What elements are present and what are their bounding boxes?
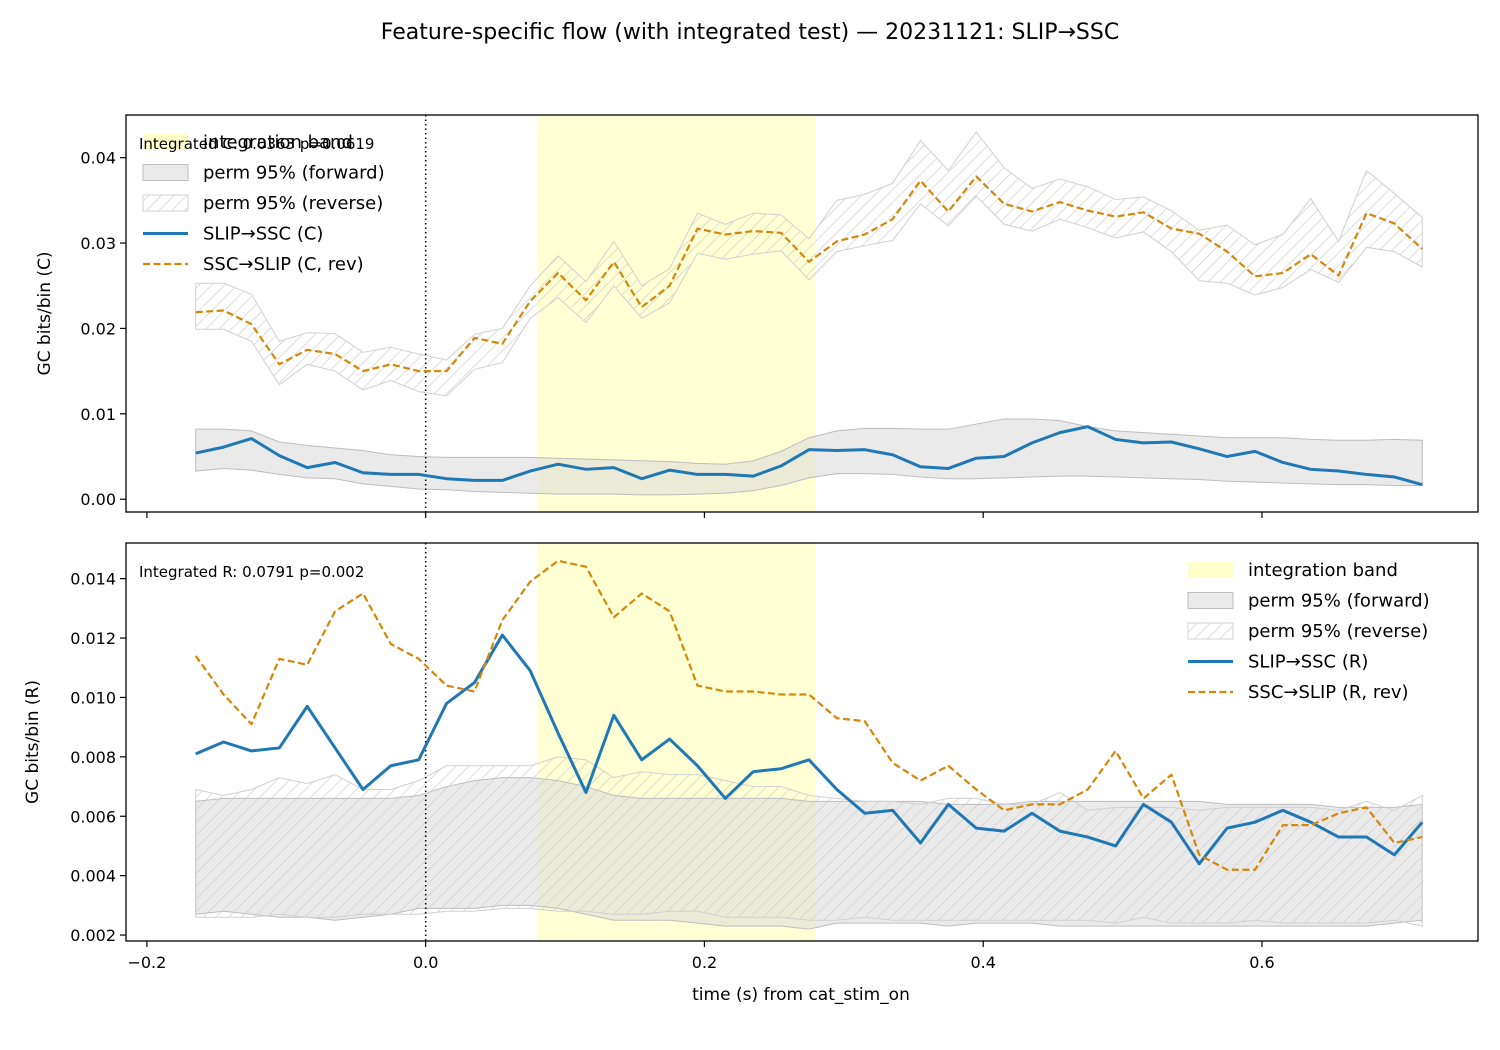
x-tick-label: −0.2 [127, 953, 166, 972]
legend-label: SSC→SLIP (R, rev) [1248, 682, 1409, 703]
panel-r: 0.002 0.004 0.006 0.008 0.010 0.012 0.014 −0.2 0… [23, 542, 1479, 972]
y-tick-label: 0.014 [70, 570, 116, 589]
integrated-annotation: Integrated C: 0.0363 p=0.0619 [139, 135, 374, 153]
plot-frame [125, 114, 1479, 513]
y-tick-label: 0.00 [80, 490, 116, 509]
legend-swatch-perm-reverse [142, 194, 189, 212]
perm-band-reverse [195, 131, 1423, 397]
y-tick-label: 0.004 [70, 867, 116, 886]
y-tick-label: 0.01 [80, 405, 116, 424]
legend-label: integration band [203, 132, 353, 153]
legend-label: SLIP→SSC (R) [1248, 652, 1368, 673]
plot-frame [125, 542, 1479, 942]
legend-swatch-perm-forward [142, 164, 189, 181]
x-tick-label: 0.6 [1249, 953, 1274, 972]
legend-swatch-perm-reverse [1187, 622, 1234, 640]
legend-swatch-band [143, 134, 188, 150]
legend-label: SSC→SLIP (C, rev) [203, 254, 364, 275]
series-line-forward [195, 633, 1424, 866]
series-line-forward [195, 425, 1423, 487]
legend-swatch-band [1188, 562, 1233, 578]
legend: integration band perm 95% (forward) perm 9… [1187, 560, 1430, 703]
y-tick-label: 0.010 [70, 688, 116, 707]
x-tick-label: 0.4 [970, 953, 995, 972]
perm-band-reverse [195, 756, 1423, 927]
x-axis-label: time (s) from cat_stim_on [692, 985, 910, 1005]
series-line-reverse [194, 559, 1423, 871]
x-tick-label: 0.0 [413, 953, 438, 972]
legend-label: perm 95% (reverse) [203, 193, 383, 214]
plot-area [195, 115, 1423, 512]
integrated-annotation: Integrated R: 0.0791 p=0.002 [139, 563, 364, 581]
y-tick-label: 0.002 [70, 926, 116, 945]
legend-label: perm 95% (forward) [203, 163, 385, 184]
plot-area [194, 543, 1424, 941]
y-tick-label: 0.008 [70, 748, 116, 767]
series-line-reverse [195, 175, 1423, 373]
x-tick-label: 0.2 [692, 953, 717, 972]
legend-label: perm 95% (forward) [1248, 591, 1430, 612]
legend-label: perm 95% (reverse) [1248, 621, 1428, 642]
y-tick-label: 0.04 [80, 149, 116, 168]
legend-label: integration band [1248, 560, 1398, 581]
chart-title: Feature-specific flow (with integrated t… [381, 20, 1119, 45]
y-tick-label: 0.006 [70, 807, 116, 826]
y-axis-label: GC bits/bin (C) [35, 251, 55, 375]
legend: integration band perm 95% (forward) perm 9… [142, 132, 385, 275]
y-tick-label: 0.03 [80, 234, 116, 253]
legend-swatch-perm-forward [1187, 592, 1234, 609]
y-tick-label: 0.012 [70, 629, 116, 648]
panel-c: 0.00 0.01 0.02 0.03 0.04 GC bits/bin (C) integ… [35, 114, 1479, 518]
y-axis-label: GC bits/bin (R) [23, 680, 43, 804]
y-tick-label: 0.02 [80, 319, 116, 338]
legend-label: SLIP→SSC (C) [203, 224, 323, 245]
